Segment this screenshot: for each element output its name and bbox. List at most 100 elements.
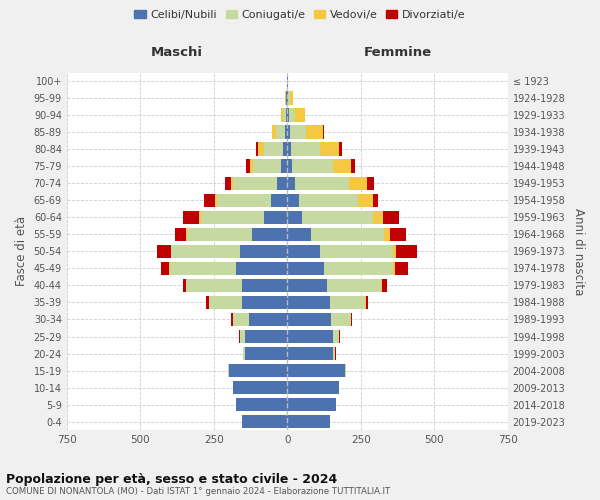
Bar [233, 176, 277, 190]
Bar [382, 278, 386, 292]
Bar [395, 262, 408, 275]
Bar [385, 228, 390, 241]
Bar [320, 244, 393, 258]
Bar [287, 262, 324, 275]
Bar [187, 228, 252, 241]
Bar [350, 160, 355, 173]
Bar [287, 398, 336, 411]
Bar [230, 176, 233, 190]
Bar [209, 296, 242, 310]
Bar [183, 210, 199, 224]
Bar [284, 92, 286, 105]
Bar [242, 296, 287, 310]
Bar [171, 244, 240, 258]
Bar [291, 142, 320, 156]
Bar [287, 108, 289, 122]
Bar [331, 312, 350, 326]
Bar [323, 126, 324, 139]
Bar [287, 381, 339, 394]
Bar [283, 108, 286, 122]
Bar [340, 142, 342, 156]
Bar [287, 296, 330, 310]
Bar [239, 330, 240, 344]
Bar [299, 194, 358, 207]
Bar [295, 176, 349, 190]
Bar [233, 312, 249, 326]
Bar [264, 210, 287, 224]
Bar [287, 142, 291, 156]
Bar [256, 142, 259, 156]
Bar [289, 108, 295, 122]
Bar [327, 278, 382, 292]
Bar [290, 126, 307, 139]
Bar [383, 210, 399, 224]
Bar [287, 194, 299, 207]
Bar [170, 262, 236, 275]
Bar [365, 296, 368, 310]
Bar [271, 194, 287, 207]
Bar [287, 346, 333, 360]
Bar [285, 126, 287, 139]
Bar [393, 244, 396, 258]
Bar [242, 415, 287, 428]
Bar [339, 330, 340, 344]
Bar [358, 194, 373, 207]
Bar [236, 398, 287, 411]
Bar [349, 176, 367, 190]
Bar [206, 296, 209, 310]
Bar [302, 210, 373, 224]
Bar [240, 244, 287, 258]
Bar [330, 296, 365, 310]
Bar [287, 176, 295, 190]
Bar [333, 346, 335, 360]
Bar [367, 176, 374, 190]
Bar [232, 312, 233, 326]
Bar [277, 176, 287, 190]
Bar [390, 228, 406, 241]
Bar [286, 92, 287, 105]
Bar [287, 415, 330, 428]
Bar [236, 262, 287, 275]
Bar [224, 176, 230, 190]
Bar [324, 262, 393, 275]
Text: Femmine: Femmine [364, 46, 431, 59]
Bar [290, 92, 293, 105]
Bar [373, 194, 379, 207]
Bar [276, 126, 285, 139]
Bar [373, 210, 383, 224]
Bar [287, 126, 290, 139]
Bar [215, 194, 217, 207]
Bar [253, 160, 281, 173]
Bar [245, 330, 287, 344]
Bar [320, 142, 340, 156]
Bar [287, 312, 331, 326]
Bar [287, 92, 288, 105]
Text: Maschi: Maschi [151, 46, 203, 59]
Bar [240, 330, 245, 344]
Bar [344, 364, 346, 378]
Bar [175, 228, 187, 241]
Bar [217, 194, 271, 207]
Bar [242, 278, 287, 292]
Bar [287, 244, 320, 258]
Bar [200, 210, 264, 224]
Y-axis label: Anni di nascita: Anni di nascita [572, 208, 585, 295]
Text: Popolazione per età, sesso e stato civile - 2024: Popolazione per età, sesso e stato civil… [6, 472, 337, 486]
Bar [199, 210, 200, 224]
Bar [281, 108, 283, 122]
Text: COMUNE DI NONANTOLA (MO) - Dati ISTAT 1° gennaio 2024 - Elaborazione TUTTITALIA.: COMUNE DI NONANTOLA (MO) - Dati ISTAT 1°… [6, 488, 390, 496]
Bar [264, 142, 283, 156]
Bar [288, 92, 290, 105]
Bar [161, 262, 169, 275]
Bar [243, 346, 245, 360]
Bar [295, 108, 305, 122]
Bar [287, 160, 292, 173]
Bar [350, 312, 352, 326]
Bar [283, 142, 287, 156]
Bar [272, 126, 276, 139]
Y-axis label: Fasce di età: Fasce di età [15, 216, 28, 286]
Bar [333, 330, 339, 344]
Bar [311, 228, 385, 241]
Bar [281, 160, 287, 173]
Bar [396, 244, 416, 258]
